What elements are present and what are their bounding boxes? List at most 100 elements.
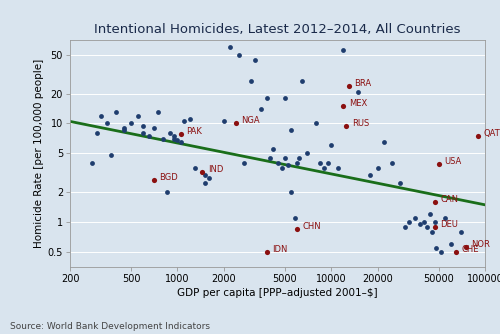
Point <box>298 78 306 84</box>
Point <box>288 128 296 133</box>
Text: BGD: BGD <box>159 173 178 182</box>
Point <box>340 104 347 109</box>
Text: Source: World Bank Development Indicators: Source: World Bank Development Indicator… <box>10 322 210 331</box>
Title: Intentional Homicides, Latest 2012–2014, All Countries: Intentional Homicides, Latest 2012–2014,… <box>94 23 461 36</box>
Point <box>120 128 128 133</box>
Point <box>262 96 270 101</box>
Point <box>220 119 228 124</box>
Point <box>462 244 470 250</box>
Point <box>430 224 438 229</box>
Point <box>334 166 342 171</box>
Point <box>144 133 152 139</box>
Point <box>200 180 208 186</box>
Point <box>342 123 350 128</box>
Point <box>247 78 255 84</box>
Point <box>278 166 286 171</box>
Text: BRA: BRA <box>354 79 372 88</box>
Point <box>170 133 178 139</box>
Text: PAK: PAK <box>186 127 202 136</box>
Point <box>176 139 184 145</box>
Point <box>441 215 449 221</box>
Point <box>405 219 413 225</box>
Y-axis label: Homicide Rate [per 100,000 people]: Homicide Rate [per 100,000 people] <box>34 59 43 248</box>
Text: MEX: MEX <box>349 99 367 108</box>
Text: USA: USA <box>444 157 462 166</box>
Point <box>400 224 408 229</box>
Point <box>411 215 419 221</box>
Point <box>316 160 324 165</box>
Point <box>293 226 301 232</box>
Point <box>234 52 242 57</box>
Point <box>158 136 166 142</box>
Point <box>281 96 289 101</box>
Point <box>274 160 282 165</box>
Point <box>226 44 234 49</box>
Text: CHE: CHE <box>462 245 479 254</box>
Point <box>416 274 424 280</box>
Point <box>232 121 240 126</box>
Point <box>293 160 301 165</box>
Point <box>93 130 101 136</box>
Point <box>457 229 465 234</box>
Point <box>374 166 382 171</box>
Point <box>291 215 299 221</box>
Point <box>266 155 274 160</box>
Point <box>205 175 213 181</box>
Point <box>270 146 278 152</box>
Point <box>186 117 194 122</box>
Point <box>112 110 120 115</box>
Point <box>88 160 96 165</box>
Point <box>288 190 296 195</box>
Point <box>416 222 424 227</box>
Point <box>396 180 404 186</box>
Text: CAN: CAN <box>440 195 458 204</box>
Point <box>281 155 289 160</box>
Point <box>388 160 396 165</box>
Point <box>428 229 436 234</box>
Point <box>154 110 162 115</box>
Point <box>434 161 442 167</box>
Point <box>176 132 184 137</box>
Text: JPN: JPN <box>0 333 1 334</box>
Point <box>262 249 270 255</box>
Point <box>140 130 147 136</box>
Point <box>420 219 428 225</box>
Point <box>340 48 347 53</box>
Point <box>430 219 438 225</box>
Point <box>380 139 388 145</box>
Point <box>166 130 174 136</box>
Point <box>174 137 182 143</box>
Text: NOR: NOR <box>472 240 490 249</box>
Point <box>162 190 170 195</box>
Point <box>447 241 455 247</box>
Point <box>430 199 438 205</box>
Point <box>426 212 434 217</box>
Point <box>284 162 292 168</box>
Point <box>240 160 248 165</box>
Text: RUS: RUS <box>352 119 369 128</box>
Point <box>150 125 158 131</box>
Point <box>304 151 312 156</box>
Point <box>474 133 482 139</box>
Point <box>180 119 188 124</box>
Point <box>104 121 112 126</box>
Point <box>452 249 460 255</box>
Point <box>366 172 374 178</box>
X-axis label: GDP per capita [PPP–adjusted 2001–$]: GDP per capita [PPP–adjusted 2001–$] <box>177 288 378 298</box>
Point <box>345 83 353 89</box>
Text: DEU: DEU <box>440 220 458 229</box>
Point <box>438 249 446 255</box>
Point <box>134 113 141 118</box>
Point <box>200 172 208 178</box>
Point <box>140 123 147 128</box>
Point <box>170 136 178 142</box>
Text: IND: IND <box>208 165 223 174</box>
Point <box>312 121 320 126</box>
Text: QAT: QAT <box>484 129 500 138</box>
Point <box>320 166 328 171</box>
Point <box>127 121 135 126</box>
Text: NGA: NGA <box>242 117 260 126</box>
Point <box>423 224 431 229</box>
Point <box>324 160 332 165</box>
Point <box>251 57 259 63</box>
